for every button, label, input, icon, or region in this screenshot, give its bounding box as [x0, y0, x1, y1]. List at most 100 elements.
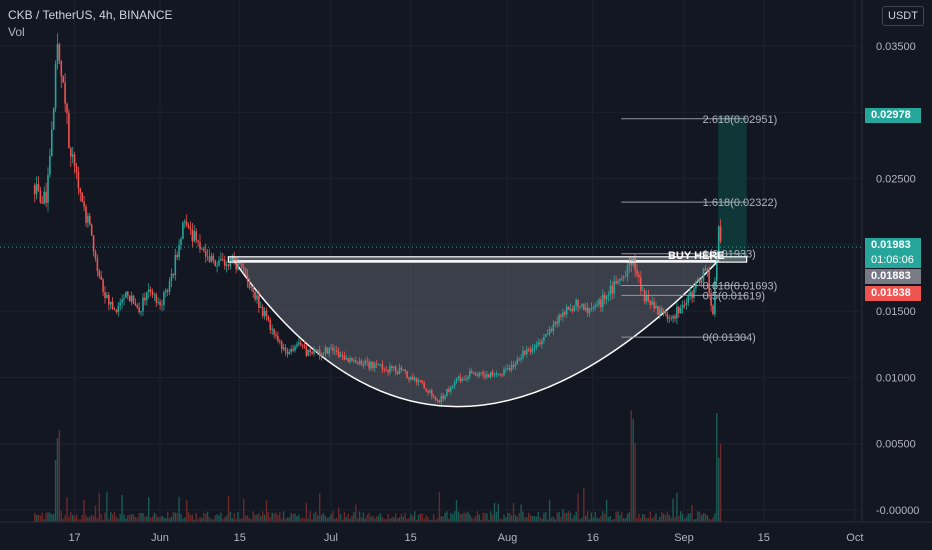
candle-body — [223, 259, 226, 266]
volume-bar — [187, 512, 190, 522]
time-tick-label: Oct — [846, 532, 863, 544]
candle-body — [465, 378, 467, 380]
candle-body — [284, 347, 287, 352]
volume-bar — [600, 516, 602, 522]
candle-body — [335, 350, 338, 352]
candle-body — [638, 274, 640, 278]
volume-bar — [453, 511, 456, 522]
candle-body — [183, 221, 186, 223]
red-price-tag: 0.01838 — [865, 286, 921, 301]
volume-bar — [98, 493, 100, 522]
volume-bar — [298, 514, 300, 522]
volume-bar — [87, 517, 89, 522]
candle-body — [92, 235, 95, 252]
candle-body — [385, 370, 387, 371]
candle-body — [201, 248, 203, 250]
volume-legend[interactable]: Vol — [8, 25, 25, 39]
candle-body — [391, 366, 393, 369]
volume-bar — [417, 514, 420, 522]
volume-bar — [39, 515, 42, 522]
candle-body — [600, 299, 602, 308]
candle-body — [275, 334, 277, 336]
candle-body — [402, 369, 405, 371]
candle-body — [54, 63, 57, 109]
volume-bar — [659, 516, 661, 522]
candle-body — [596, 304, 598, 306]
candle-body — [354, 360, 357, 363]
candle-body — [598, 299, 600, 305]
volume-bar — [294, 513, 296, 522]
candle-body — [265, 310, 268, 317]
candle-body — [531, 348, 534, 352]
volume-bar — [265, 500, 268, 522]
volume-bar — [119, 514, 121, 522]
candle-body — [717, 226, 720, 255]
candle-body — [191, 229, 194, 242]
time-axis[interactable]: 17 Jun 15 Jul 15 Aug 16 Sep 15 Oct — [0, 521, 932, 544]
symbol-title[interactable]: CKB / TetherUS, 4h, BINANCE — [8, 8, 173, 22]
volume-bars — [33, 410, 722, 522]
volume-bar — [529, 515, 532, 522]
candle-body — [69, 148, 72, 157]
candle-body — [476, 375, 479, 377]
candle-body — [180, 238, 182, 245]
volume-bar — [195, 512, 197, 522]
volume-bar — [374, 518, 376, 522]
candle-body — [696, 279, 699, 282]
candle-body — [315, 349, 317, 352]
volume-bar — [685, 516, 688, 522]
volume-bar — [594, 511, 596, 522]
candle-body — [440, 395, 443, 403]
volume-bar — [269, 517, 271, 522]
volume-bar — [132, 514, 135, 522]
fib-level-label: 2.618(0.02951) — [703, 114, 778, 126]
volume-bar — [184, 517, 186, 522]
candle-body — [81, 192, 83, 202]
volume-bar — [37, 514, 40, 522]
volume-bar — [501, 519, 503, 522]
candle-body — [195, 231, 197, 241]
candle-body — [588, 308, 591, 314]
candle-body — [324, 347, 327, 353]
candle-body — [305, 347, 308, 356]
candle-body — [142, 297, 144, 312]
candle-body — [467, 376, 469, 379]
volume-bar — [140, 512, 142, 522]
volume-bar — [358, 511, 361, 522]
candle-body — [297, 342, 300, 345]
volume-bar — [641, 513, 644, 522]
volume-bar — [569, 512, 572, 522]
candle-body — [413, 378, 416, 380]
candle-body — [326, 347, 329, 354]
candle-body — [582, 304, 585, 311]
candle-body — [590, 307, 593, 309]
candle-body — [702, 268, 705, 281]
volume-bar — [149, 517, 152, 522]
volume-bar — [155, 514, 157, 522]
volume-bar — [381, 516, 384, 522]
candle-body — [429, 390, 431, 393]
candle-body — [75, 165, 78, 173]
volume-bar — [47, 512, 49, 522]
candle-body — [45, 191, 47, 203]
volume-bar — [710, 519, 712, 522]
candle-body — [375, 363, 378, 365]
volume-bar — [507, 512, 509, 522]
time-tick-label: 16 — [587, 532, 599, 544]
volume-bar — [520, 504, 522, 522]
candle-body — [349, 358, 351, 363]
volume-bar — [611, 519, 613, 522]
volume-bar — [391, 517, 393, 522]
volume-bar — [201, 517, 203, 522]
currency-button[interactable]: USDT — [882, 6, 924, 26]
candle-body — [98, 270, 101, 277]
candle-body — [581, 304, 583, 307]
volume-bar — [451, 514, 454, 522]
candle-body — [39, 190, 42, 203]
volume-bar — [92, 515, 95, 522]
volume-bar — [425, 514, 427, 522]
candle-body — [423, 383, 425, 389]
candle-body — [525, 349, 528, 355]
candle-body — [288, 351, 291, 354]
